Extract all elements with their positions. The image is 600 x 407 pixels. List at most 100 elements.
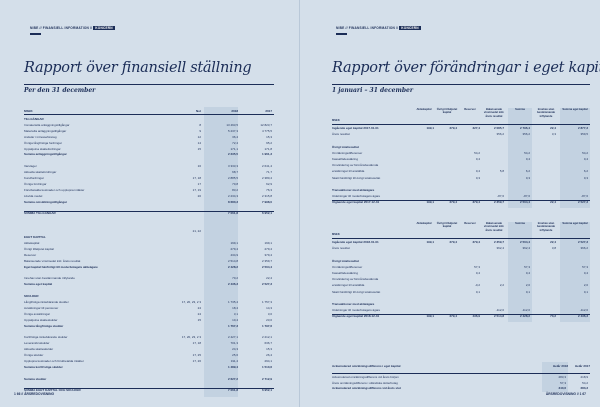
row-value-2018: 5 237,3 <box>227 128 238 133</box>
table-row: SUMMA TILLGÅNGAR 7 061,8 6 952,1 <box>24 211 274 215</box>
row-label: Ackumulerad omräkningsdifferens vid året… <box>332 386 401 390</box>
row-value: 2 796,4 <box>519 126 530 130</box>
acq-header-1: Helår 2018 <box>552 364 568 368</box>
row-value-2017: 636,7 <box>264 341 272 346</box>
table-row: SKULDER <box>24 294 274 298</box>
row-label: Balanserade vinstmedel inkl. årets resul… <box>24 258 81 263</box>
table-row: Övrigt totalresultat <box>332 145 590 149</box>
row-label: Upplupna kostnader och förutbetalda intä… <box>24 358 84 363</box>
row-label: Övrigt tillskjutet kapital <box>24 246 54 251</box>
row-label: TILLGÅNGAR <box>24 117 44 121</box>
row-value: 2 428,2 <box>519 314 530 319</box>
table-row: Summa anläggningstillgångar 2 235,5 1 961,… <box>24 152 274 156</box>
table-row: Balanserade vinstmedel inkl. årets resul… <box>24 259 274 263</box>
row-value-2017: 54,2 <box>582 380 588 385</box>
table-header-row: MSEK Not 2018 2017 <box>24 109 274 113</box>
table-row: Skatt hänförligt till övrigt totalresult… <box>332 176 590 180</box>
row-value-2017: 2 315,8 <box>261 193 272 198</box>
header-rule <box>24 114 274 115</box>
shaded-column-total <box>560 222 590 322</box>
row-value: 22,4 <box>550 126 556 130</box>
table-row: Omvärdering av förmånsbestämda <box>332 163 590 167</box>
row-label: Summa långfristiga skulder <box>24 323 64 328</box>
equity-header-c6: Innehav utan bestämmande inflytande <box>536 108 556 118</box>
equity-header-c2: Övrigt tillskjutet kapital <box>436 108 458 115</box>
row-note: 16 <box>197 164 201 169</box>
row-note: 8 <box>199 122 201 127</box>
acq-header-rule <box>332 373 590 374</box>
row-value: 2 527,3 <box>577 200 588 205</box>
row-value: 279,4 <box>449 240 457 244</box>
row-value: 22,4 <box>550 200 556 205</box>
row-value-2018: 13 493,5 <box>226 122 238 127</box>
table-row: Kortfristiga räntebärande skulder 17, 20,… <box>24 335 274 339</box>
row-note: 17, 19 <box>192 187 201 192</box>
table-row: Upplupna kostnader och förutbetalda intä… <box>24 359 274 363</box>
row-value-2018: 25,6 <box>232 353 238 357</box>
table-row: Utdelningar till moderbolagets ägare -87,… <box>332 194 590 198</box>
row-label: Övriga avsättningar <box>24 311 51 316</box>
total-rule <box>24 210 274 212</box>
table-row <box>24 158 274 162</box>
row-label: Uppskjutna skatteskulder <box>24 317 58 322</box>
acq-title: Ackumulerad omräkningsdifferens i eget k… <box>332 364 401 368</box>
row-note: 17, 26 <box>192 358 201 363</box>
table-row: Eget kapital hänförligt till moderbolage… <box>24 265 274 269</box>
row-value: 2 504,4 <box>519 240 530 244</box>
table-row <box>24 206 274 210</box>
row-label: Aktuella skattefordringar <box>24 170 57 175</box>
row-value: 356,2 <box>496 132 504 137</box>
equity-header-c3: Reserver <box>464 108 476 111</box>
table-row: Summa kortfristiga skulder 1 489,4 1 510,6 <box>24 365 274 369</box>
row-value: -87,6 <box>581 194 588 199</box>
equity-header-c7: Summa eget kapital <box>562 108 588 111</box>
row-value-2018: 2 627,2 <box>227 376 238 381</box>
row-value-2018: 340,6 <box>558 386 566 390</box>
row-label: Summa kortfristiga skulder <box>24 364 63 369</box>
row-value-2017: 4 775,5 <box>261 128 272 133</box>
row-value: 327,4 <box>472 126 480 130</box>
row-value-2018: 70,8 <box>232 181 238 186</box>
row-label: Övriga långfristiga fordringar <box>24 140 62 145</box>
header-note: Not <box>196 109 201 113</box>
table-row: Utgående eget kapital 2018-12-31 199,1 279… <box>332 314 590 318</box>
table-row: Ingående eget kapital 2018-01-01 199,1 279… <box>332 240 590 244</box>
row-label: Kundfordringar <box>24 176 44 180</box>
row-label: Omvärdering av förmånsbestämda <box>332 277 379 282</box>
row-value-2018: 279,4 <box>230 246 238 251</box>
row-value-2018: 72,4 <box>232 140 238 145</box>
table-row: Transaktioner med aktieägare <box>332 188 590 192</box>
table-row: Årets omräkningsdifferens i utländska do… <box>332 381 590 385</box>
table-row: Uppskjutna skatteskulder 15 10,4 23,0 <box>24 318 274 322</box>
row-value-2018: 18,4 <box>232 305 238 310</box>
table-row: Omräkningsdifferenser 57,3 57,3 57,3 <box>332 265 590 269</box>
row-value: 2,0 <box>525 283 530 288</box>
table-row: Likvida medel 20 2 234,3 2 315,8 <box>24 194 274 198</box>
equity-header-c1: Aktiekapital <box>416 108 432 111</box>
row-label: Årets resultat <box>332 132 350 137</box>
equity-header-c1: Aktiekapital <box>416 222 432 225</box>
row-value-2017: 76,3 <box>266 187 272 192</box>
row-label: Materiella anläggningstillgångar <box>24 128 67 133</box>
row-value-2018: 70,2 <box>232 276 238 281</box>
table-row <box>332 296 590 300</box>
left-running-head-box: KONCERN <box>93 26 115 30</box>
table-row: EGET KAPITAL <box>24 235 274 239</box>
row-value-2018: 2 234,3 <box>227 193 238 198</box>
row-value: 6,2 <box>525 169 530 174</box>
table-row: Övriga fordringar 17 70,8 62,9 <box>24 182 274 186</box>
row-value-2017: 6 952,1 <box>261 388 272 393</box>
row-value-2018: 199,1 <box>230 240 238 245</box>
row-value: 279,4 <box>449 126 457 130</box>
left-rule-mark <box>30 33 41 35</box>
row-label: Andelar i intresseföretag <box>24 134 57 139</box>
table-row <box>332 138 590 142</box>
row-note: 9 <box>199 128 201 133</box>
table-row: Förutbetalda kostnader och upplupna intä… <box>24 188 274 192</box>
row-value: -0,2 <box>474 283 480 288</box>
equity-header-label: MSEK <box>332 119 340 122</box>
row-label: Aktuella skatteskulder <box>24 347 54 352</box>
row-note: 20 <box>197 193 201 198</box>
row-label: Omvärdering av förmånsbestämda <box>332 163 379 168</box>
equity-table-2017: MSEK Aktiekapital Övrigt tillskjutet kapit… <box>332 108 590 208</box>
